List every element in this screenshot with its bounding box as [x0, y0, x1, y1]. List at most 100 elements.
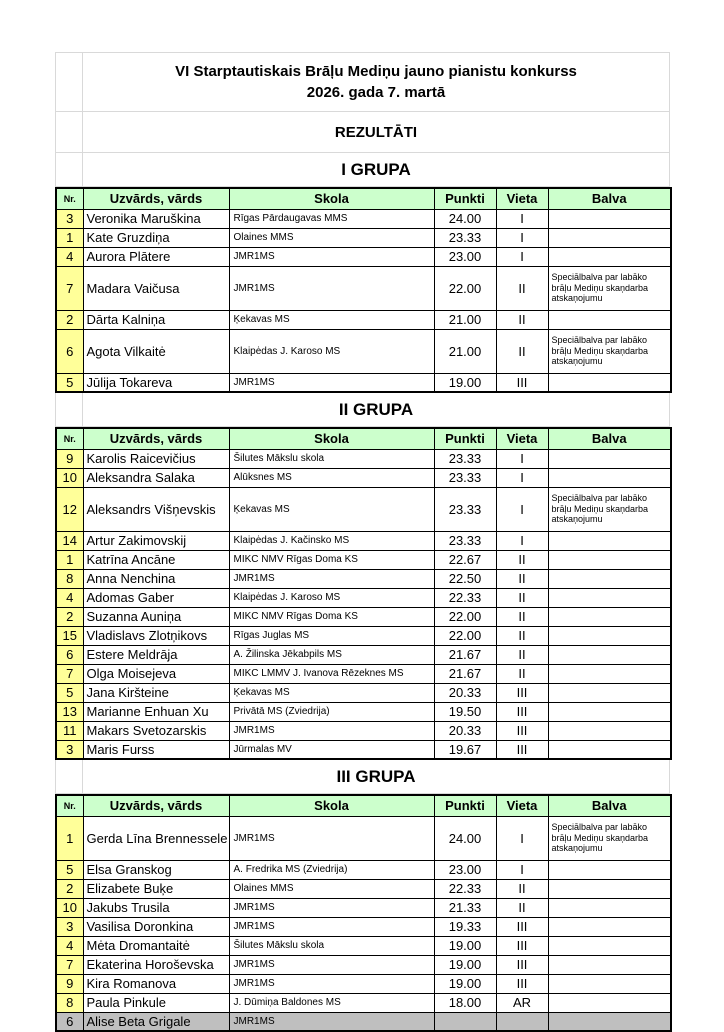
cell-points: 22.00 — [433, 625, 497, 646]
table-row: 4 Adomas Gaber Klaipėdas J. Karoso MS 22.33… — [55, 587, 672, 608]
cell-prize — [547, 973, 672, 994]
cell-name: Suzanna Auniņa — [82, 606, 230, 627]
table-row: 1 Kate Gruzdiņa Olaines MMS 23.33 I — [55, 227, 672, 248]
cell-school: JMR1MS — [228, 568, 435, 589]
cell-place: II — [495, 568, 549, 589]
cell-prize — [547, 246, 672, 267]
cell-prize — [547, 739, 672, 760]
gridline-stub — [56, 112, 83, 152]
cell-nr: 9 — [55, 448, 84, 469]
page-title-line1: VI Starptautiskais Brāļu Mediņu jauno pi… — [175, 63, 577, 80]
cell-school: JMR1MS — [228, 973, 435, 994]
table-row: 8 Paula Pinkule J. Dūmiņa Baldones MS 18.00… — [55, 992, 672, 1013]
table-row: 7 Ekaterina Horoševska JMR1MS 19.00 III — [55, 954, 672, 975]
table-row: 6 Alise Beta Grigale JMR1MS — [55, 1011, 672, 1032]
table-row: 8 Anna Nenchina JMR1MS 22.50 II — [55, 568, 672, 589]
cell-points: 24.00 — [433, 815, 497, 861]
cell-name: Elizabete Buķe — [82, 878, 230, 899]
cell-nr: 4 — [55, 587, 84, 608]
cell-nr: 6 — [55, 328, 84, 374]
cell-prize — [547, 372, 672, 393]
cell-school: JMR1MS — [228, 1011, 435, 1032]
cell-name: Adomas Gaber — [82, 587, 230, 608]
cell-prize — [547, 467, 672, 488]
cell-nr: 3 — [55, 916, 84, 937]
gridline-stub — [56, 153, 83, 186]
results-table: Nr. Uzvārds, vārds Skola Punkti Vieta Balva 3 V… — [55, 187, 672, 393]
cell-school: Alūksnes MS — [228, 467, 435, 488]
cell-nr: 4 — [55, 246, 84, 267]
group-heading-row: II GRUPA — [55, 393, 670, 427]
cell-points: 22.33 — [433, 587, 497, 608]
cell-nr: 2 — [55, 606, 84, 627]
cell-name: Anna Nenchina — [82, 568, 230, 589]
cell-name: Vasilisa Doronkina — [82, 916, 230, 937]
cell-place: III — [495, 739, 549, 760]
cell-school: JMR1MS — [228, 897, 435, 918]
cell-prize — [547, 644, 672, 665]
cell-place: I — [495, 859, 549, 880]
cell-name: Artur Zakimovskij — [82, 530, 230, 551]
cell-prize: Speciālbalva par labāko brāļu Mediņu ska… — [547, 486, 672, 532]
cell-prize — [547, 992, 672, 1013]
cell-name: Aleksandrs Višņevskis — [82, 486, 230, 532]
cell-place: III — [495, 682, 549, 703]
cell-name: Elsa Granskog — [82, 859, 230, 880]
table-row: 9 Karolis Raicevičius Šilutes Mākslu skola… — [55, 448, 672, 469]
cell-place: II — [495, 897, 549, 918]
cell-school: JMR1MS — [228, 265, 435, 311]
cell-nr: 14 — [55, 530, 84, 551]
column-header-prize: Balva — [547, 794, 672, 817]
title-block: VI Starptautiskais Brāļu Mediņu jauno pi… — [55, 52, 670, 112]
cell-place: I — [495, 227, 549, 248]
cell-name: Madara Vaičusa — [82, 265, 230, 311]
table-row: 2 Suzanna Auniņa MIKC NMV Rīgas Doma KS 22.… — [55, 606, 672, 627]
cell-prize — [547, 663, 672, 684]
column-header-prize: Balva — [547, 187, 672, 210]
cell-points: 23.33 — [433, 227, 497, 248]
cell-name: Aleksandra Salaka — [82, 467, 230, 488]
group-heading-label: II GRUPA — [338, 399, 414, 419]
cell-nr: 8 — [55, 568, 84, 589]
cell-points: 22.00 — [433, 606, 497, 627]
cell-school: Olaines MMS — [228, 878, 435, 899]
cell-school: JMR1MS — [228, 246, 435, 267]
cell-points: 19.00 — [433, 973, 497, 994]
cell-place: II — [495, 328, 549, 374]
cell-school: A. Žilinska Jēkabpils MS — [228, 644, 435, 665]
results-subtitle: REZULTĀTI — [334, 123, 418, 141]
cell-name: Vladislavs Zlotņikovs — [82, 625, 230, 646]
cell-place — [495, 1011, 549, 1032]
cell-place: III — [495, 916, 549, 937]
cell-name: Olga Moisejeva — [82, 663, 230, 684]
group-heading-label: III GRUPA — [336, 766, 416, 786]
cell-place: AR — [495, 992, 549, 1013]
cell-name: Karolis Raicevičius — [82, 448, 230, 469]
cell-points: 19.00 — [433, 935, 497, 956]
table-row: 5 Jana Kiršteine Ķekavas MS 20.33 III — [55, 682, 672, 703]
cell-name: Ekaterina Horoševska — [82, 954, 230, 975]
cell-points: 23.33 — [433, 486, 497, 532]
cell-school: Ķekavas MS — [228, 682, 435, 703]
cell-school: Klaipėdas J. Kačinsko MS — [228, 530, 435, 551]
cell-name: Mėta Dromantaitė — [82, 935, 230, 956]
group-heading-row: I GRUPA — [55, 153, 670, 187]
cell-nr: 2 — [55, 878, 84, 899]
cell-name: Makars Svetozarskis — [82, 720, 230, 741]
cell-prize: Speciālbalva par labāko brāļu Mediņu ska… — [547, 328, 672, 374]
cell-name: Kira Romanova — [82, 973, 230, 994]
cell-school: Šilutes Mākslu skola — [228, 935, 435, 956]
cell-points: 21.00 — [433, 328, 497, 374]
cell-prize — [547, 954, 672, 975]
cell-school: Ķekavas MS — [228, 486, 435, 532]
cell-prize — [547, 606, 672, 627]
table-header-row: Nr. Uzvārds, vārds Skola Punkti Vieta Balva — [55, 427, 672, 450]
cell-prize — [547, 208, 672, 229]
cell-points: 20.33 — [433, 720, 497, 741]
cell-prize — [547, 309, 672, 330]
cell-points — [433, 1011, 497, 1032]
cell-nr: 12 — [55, 486, 84, 532]
cell-prize — [547, 701, 672, 722]
cell-place: I — [495, 467, 549, 488]
table-row: 3 Veronika Maruškina Rīgas Pārdaugavas MMS… — [55, 208, 672, 229]
